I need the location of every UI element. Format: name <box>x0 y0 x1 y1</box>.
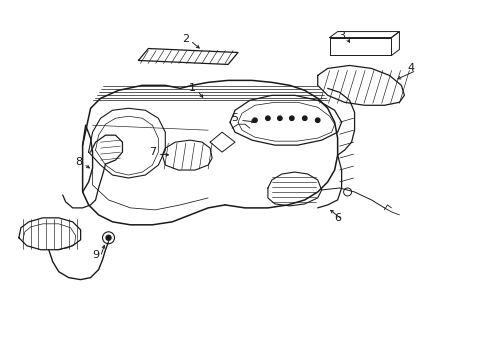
Text: 7: 7 <box>148 147 156 157</box>
Circle shape <box>302 116 306 121</box>
Circle shape <box>265 116 269 121</box>
Text: 9: 9 <box>92 250 99 260</box>
Text: 1: 1 <box>188 84 195 93</box>
Text: 6: 6 <box>333 213 341 223</box>
Circle shape <box>252 118 257 122</box>
Text: 5: 5 <box>231 113 238 123</box>
Circle shape <box>315 118 319 122</box>
Text: 3: 3 <box>337 31 345 41</box>
Circle shape <box>289 116 293 121</box>
Circle shape <box>277 116 282 121</box>
Text: 4: 4 <box>407 63 414 73</box>
Text: 2: 2 <box>182 33 188 44</box>
Text: 8: 8 <box>75 157 82 167</box>
Circle shape <box>106 235 111 240</box>
